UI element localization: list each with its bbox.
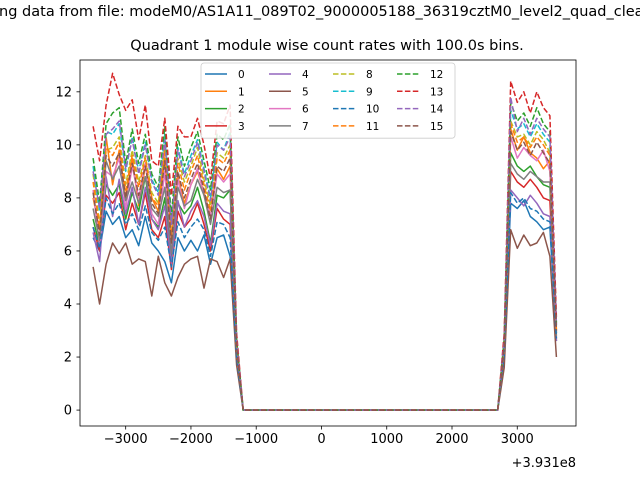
legend-label-14: 14 [430, 104, 444, 116]
legend-label-0: 0 [238, 69, 245, 81]
x-tick-label: 0 [317, 432, 325, 447]
y-tick-label: 4 [64, 298, 72, 313]
legend-label-3: 3 [238, 121, 245, 133]
series-line-8 [92, 120, 558, 411]
legend-label-9: 9 [366, 86, 373, 98]
x-tick-label: 1000 [370, 432, 403, 447]
series-line-15 [92, 130, 558, 411]
y-tick-label: 10 [55, 138, 72, 153]
series-line-14 [92, 96, 558, 411]
series-line-0 [92, 199, 558, 411]
legend-label-7: 7 [302, 121, 309, 133]
series-line-12 [92, 101, 558, 411]
plot-area: −3000 −2000 −1000 0 1000 2000 3000 +3.931e8 0 2 4 6… [55, 59, 577, 471]
series-line-11 [92, 122, 558, 411]
y-tick-label: 0 [64, 404, 72, 419]
series-line-4 [92, 175, 558, 411]
series-lines [92, 72, 558, 411]
legend-label-15: 15 [430, 121, 443, 133]
x-tick-label: 2000 [435, 432, 468, 447]
legend-label-13: 13 [430, 86, 443, 98]
x-offset-label: +3.931e8 [512, 456, 576, 471]
y-tick-label: 12 [55, 85, 72, 100]
x-tick-label: 3000 [501, 432, 534, 447]
legend-label-6: 6 [302, 104, 309, 116]
legend-label-11: 11 [366, 121, 379, 133]
series-line-3 [92, 170, 558, 411]
y-tick-label: 2 [64, 351, 72, 366]
legend-label-1: 1 [238, 86, 245, 98]
suptitle-text: Plotting data from file: modeM0/AS1A11_0… [0, 4, 640, 20]
series-line-7 [92, 160, 558, 411]
legend-label-12: 12 [430, 69, 443, 81]
series-line-2 [92, 152, 558, 411]
figure-suptitle: Plotting data from file: modeM0/AS1A11_0… [0, 4, 640, 28]
x-tick-label: −1000 [234, 432, 278, 447]
legend-label-8: 8 [366, 69, 373, 81]
series-line-6 [92, 136, 558, 411]
legend-label-10: 10 [366, 104, 379, 116]
axes-frame [79, 59, 577, 427]
y-tick-label: 6 [64, 244, 72, 259]
chart-title: Quadrant 1 module wise count rates with … [130, 38, 524, 54]
x-tick-label: −3000 [104, 432, 148, 447]
legend-label-2: 2 [238, 104, 245, 116]
legend-label-4: 4 [302, 69, 309, 81]
legend-label-5: 5 [302, 86, 309, 98]
series-line-5 [92, 228, 558, 411]
legend-box [200, 62, 456, 139]
y-tick-label: 8 [64, 191, 72, 206]
x-tick-label: −2000 [169, 432, 213, 447]
series-line-10 [92, 191, 558, 411]
